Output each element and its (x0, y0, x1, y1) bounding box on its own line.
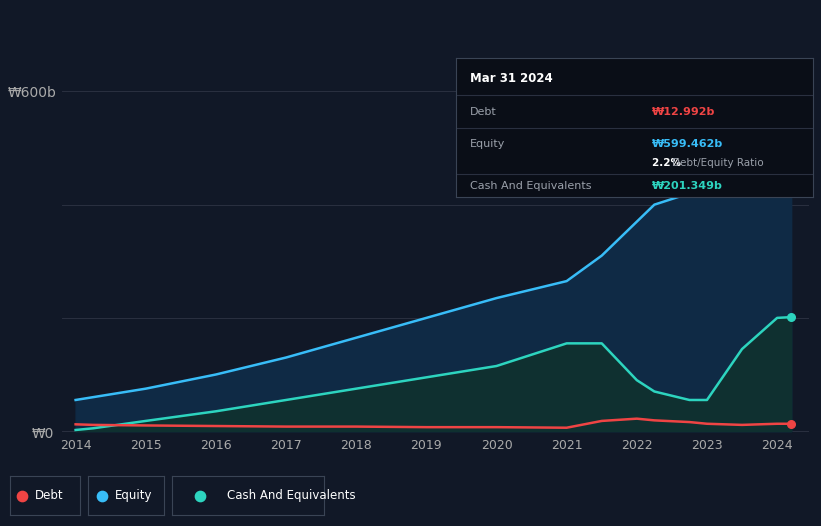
Text: Mar 31 2024: Mar 31 2024 (470, 72, 553, 85)
Point (785, 87, 798, 96)
Point (785, 420, 798, 428)
Point (193, 491, 206, 500)
Text: Cash And Equivalents: Cash And Equivalents (227, 489, 355, 502)
Text: 2.2%: 2.2% (652, 158, 685, 168)
Text: Cash And Equivalents: Cash And Equivalents (470, 180, 591, 190)
Text: Debt: Debt (470, 107, 497, 117)
Point (785, 313, 798, 321)
Text: Debt/Equity Ratio: Debt/Equity Ratio (672, 158, 764, 168)
Text: Debt: Debt (35, 489, 63, 502)
Text: ₩201.349b: ₩201.349b (652, 180, 723, 190)
Point (95, 491, 108, 500)
Text: ₩12.992b: ₩12.992b (652, 107, 715, 117)
Text: Equity: Equity (115, 489, 153, 502)
Point (16, 491, 29, 500)
Text: Equity: Equity (470, 139, 505, 149)
Text: ₩599.462b: ₩599.462b (652, 139, 723, 149)
Text: ₩0: ₩0 (32, 427, 54, 441)
